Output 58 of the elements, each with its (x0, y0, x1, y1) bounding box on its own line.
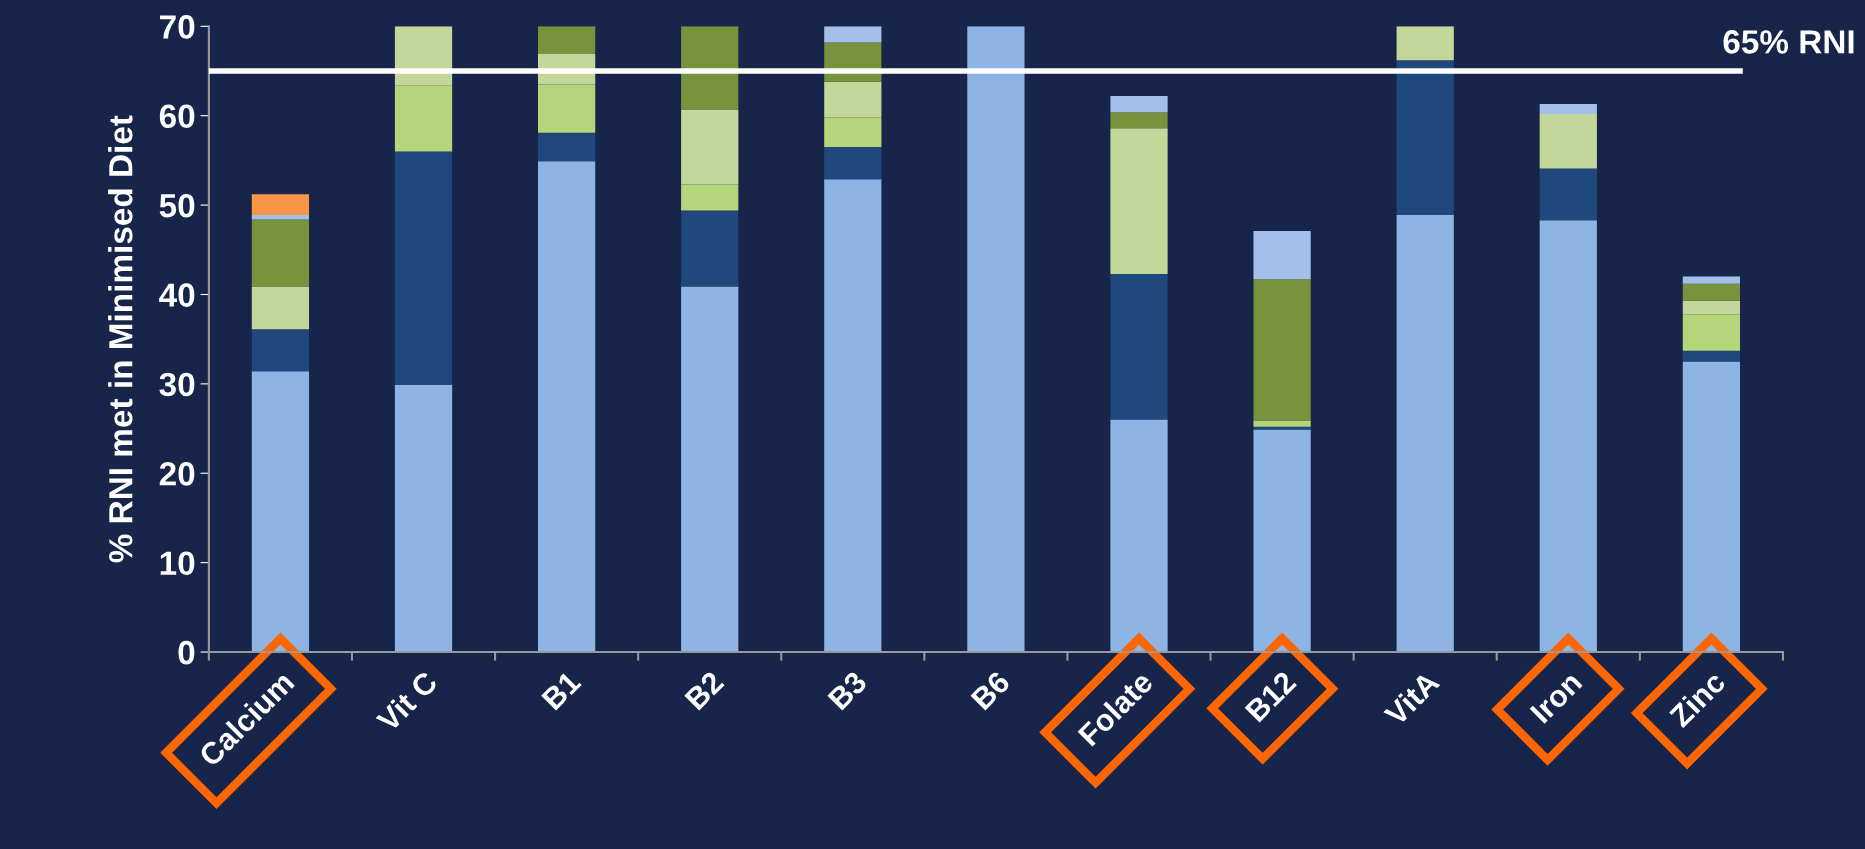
bar (1682, 283, 1741, 301)
y-tick-label: 70 (160, 15, 195, 39)
bar (1253, 231, 1311, 280)
x-tick-label: VitA (1382, 669, 1441, 728)
bar (1253, 279, 1311, 421)
x-tick-label: B12 (1244, 670, 1297, 723)
y-tick-label: 50 (159, 193, 195, 218)
bar (1110, 112, 1168, 129)
bar (681, 286, 739, 653)
x-tick-label: Vit C (374, 669, 439, 734)
bar (1396, 26, 1454, 61)
bar (1539, 113, 1597, 169)
y-tick-label: 10 (160, 551, 195, 576)
ref-line-label: 65% RNI (1723, 30, 1854, 54)
bar (394, 85, 453, 152)
bar (251, 194, 310, 215)
y-tick-label: 0 (178, 640, 195, 665)
bar (1682, 300, 1741, 315)
bar (394, 151, 453, 385)
bar (538, 26, 596, 55)
bar (824, 26, 882, 43)
bar (1682, 314, 1741, 351)
bar (251, 286, 310, 330)
bar (824, 179, 882, 653)
x-tick-label: B6 (970, 670, 1011, 711)
bar (538, 132, 596, 162)
bar (1539, 168, 1597, 221)
x-tick-label: B2 (684, 670, 725, 711)
x-tick-label: B1 (541, 670, 582, 711)
bar (824, 146, 882, 180)
bar (1110, 96, 1168, 113)
y-tick-label: 30 (159, 372, 195, 397)
bar (1110, 128, 1168, 274)
bar (1110, 273, 1168, 420)
bar (394, 384, 453, 653)
bar (1682, 350, 1741, 362)
bar (1253, 420, 1311, 427)
bar (681, 210, 739, 287)
bar (1396, 214, 1454, 653)
bar (1682, 276, 1741, 284)
x-tick-label: B3 (827, 670, 868, 711)
y-tick-label: 60 (159, 104, 195, 129)
bar (251, 219, 310, 287)
bar (1539, 104, 1597, 114)
bar (967, 26, 1025, 653)
bar (681, 184, 739, 211)
bar (251, 329, 310, 372)
y-tick-label: 20 (159, 462, 195, 486)
bar (538, 161, 596, 653)
bar (824, 117, 882, 147)
bar (538, 84, 596, 133)
y-axis-title: % RNI met in Minimised Diet (108, 115, 133, 563)
bar (824, 81, 882, 118)
x-tick-label: Iron (1529, 670, 1583, 724)
bar (681, 109, 739, 185)
bar (1396, 60, 1454, 215)
y-tick-label: 40 (159, 283, 195, 307)
bar (681, 26, 739, 110)
